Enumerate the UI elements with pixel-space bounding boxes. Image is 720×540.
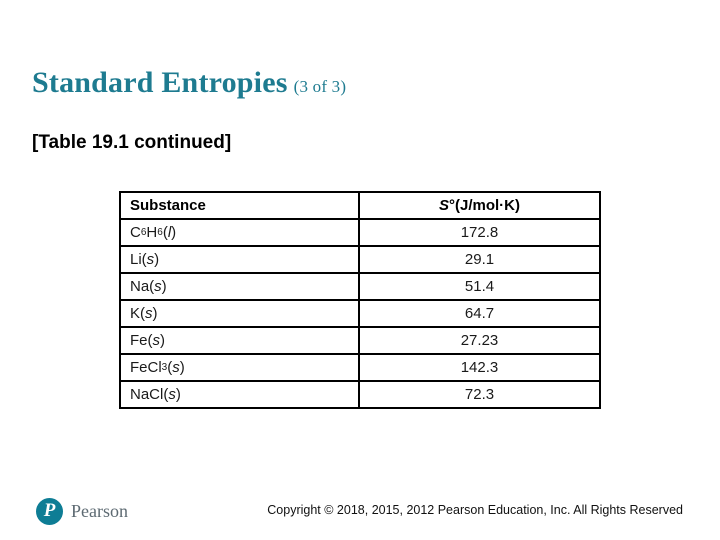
entropy-value-cell: 27.23 (460, 332, 499, 349)
page-title-suffix: (3 of 3) (293, 77, 347, 96)
entropy-value-cell: 64.7 (464, 305, 495, 322)
substance-cell: NaCl(s) (121, 382, 360, 407)
substance-cell: Fe(s) (121, 328, 360, 353)
pearson-brand-label: Pearson (71, 501, 128, 521)
page-title: Standard Entropies (3 of 3) (32, 66, 346, 100)
table-row: Fe(s) 27.23 (121, 328, 599, 355)
table-row: Li(s) 29.1 (121, 247, 599, 274)
table-header-row: Substance S ° (J/mol·K) (121, 193, 599, 220)
pearson-logo-icon: P (36, 498, 63, 525)
table-row: FeCl 3 (s) 142.3 (121, 355, 599, 382)
entropy-value-cell: 72.3 (464, 386, 495, 403)
substance-cell: FeCl 3 (s) (121, 355, 360, 380)
substance-cell: K(s) (121, 301, 360, 326)
entropy-value-cell: 172.8 (460, 224, 499, 241)
entropy-value-cell: 29.1 (464, 251, 495, 268)
pearson-logo: P Pearson (36, 498, 128, 525)
table-row: NaCl(s) 72.3 (121, 382, 599, 409)
column-header-substance: Substance (121, 193, 360, 218)
entropy-value-cell: 51.4 (464, 278, 495, 295)
substance-cell: Li(s) (121, 247, 360, 272)
table-caption: [Table 19.1 continued] (32, 132, 232, 153)
substance-cell: Na(s) (121, 274, 360, 299)
page-title-text: Standard Entropies (32, 66, 288, 99)
column-header-entropy: S ° (J/mol·K) (438, 197, 520, 214)
table-row: Na(s) 51.4 (121, 274, 599, 301)
entropy-value-cell: 142.3 (460, 359, 499, 376)
copyright-notice: Copyright © 2018, 2015, 2012 Pearson Edu… (267, 503, 683, 517)
table-row: K(s) 64.7 (121, 301, 599, 328)
